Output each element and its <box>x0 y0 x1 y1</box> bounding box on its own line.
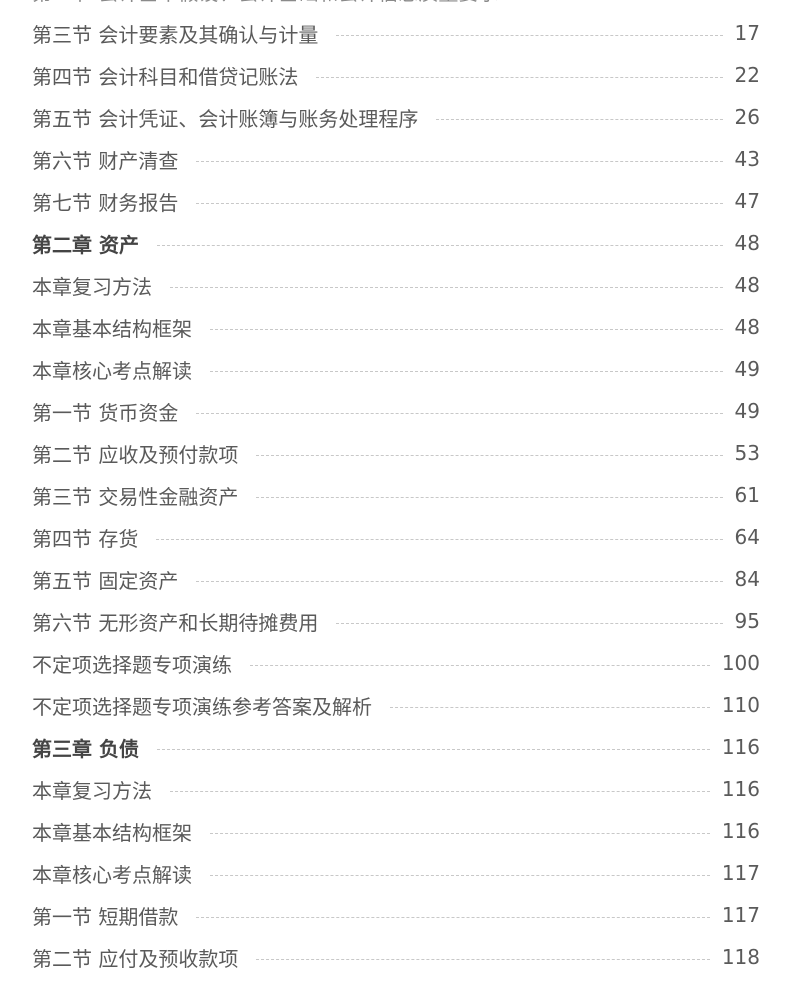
toc-entry-title: 第六节 财产清查 <box>32 148 179 173</box>
toc-entry-title: 第一节 货币资金 <box>32 400 179 425</box>
toc-entry-title: 第七节 财务报告 <box>32 190 179 215</box>
toc-entry-title: 第二节 应收及预付款项 <box>32 442 239 467</box>
dotted-leader <box>256 958 710 960</box>
toc-entry-title: 本章核心考点解读 <box>32 358 192 383</box>
dotted-leader <box>156 538 723 540</box>
toc-entry[interactable]: 本章核心考点解读 49 <box>32 348 760 390</box>
dotted-leader <box>256 454 723 456</box>
toc-entry[interactable]: 第三节 交易性金融资产 61 <box>32 474 760 516</box>
toc-entry-title: 不定项选择题专项演练 <box>32 652 232 677</box>
toc-entry-title: 本章复习方法 <box>32 274 152 299</box>
dotted-leader <box>196 160 723 162</box>
dotted-leader <box>436 118 723 120</box>
toc-entry-title: 第二节 应付及预收款项 <box>32 946 239 971</box>
toc-entry-title: 本章核心考点解读 <box>32 862 192 887</box>
dotted-leader <box>210 328 723 330</box>
dotted-leader <box>196 916 710 918</box>
toc-entry-page: 48 <box>734 231 760 255</box>
toc-entry-page: 118 <box>721 945 760 969</box>
toc-entry[interactable]: 第二节 应收及预付款项 53 <box>32 432 760 474</box>
toc-entry[interactable]: 第六节 无形资产和长期待摊费用 95 <box>32 600 760 642</box>
toc-entry[interactable]: 第四节 会计科目和借贷记账法 22 <box>32 54 760 96</box>
toc-entry-page: 117 <box>721 903 760 927</box>
dotted-leader <box>210 874 710 876</box>
toc-entry-title: 第二节 会计基本假设、会计基础和会计信息质量要求 <box>32 0 498 6</box>
toc-entry[interactable]: 第一节 短期借款 117 <box>32 894 760 936</box>
dotted-leader <box>336 34 723 36</box>
toc-entry[interactable]: 本章基本结构框架 48 <box>32 306 760 348</box>
toc-entry[interactable]: 不定项选择题专项演练参考答案及解析 110 <box>32 684 760 726</box>
toc-entry[interactable]: 第三节 会计要素及其确认与计量 17 <box>32 12 760 54</box>
toc-entry[interactable]: 本章复习方法 48 <box>32 264 760 306</box>
dotted-leader <box>390 706 710 708</box>
toc-entry[interactable]: 本章核心考点解读 117 <box>32 852 760 894</box>
toc-entry-title: 第四节 存货 <box>32 526 139 551</box>
toc-entry[interactable]: 第四节 存货 64 <box>32 516 760 558</box>
toc-entry[interactable]: 第一节 货币资金 49 <box>32 390 760 432</box>
toc-entry-page: 95 <box>734 609 760 633</box>
toc-chapter-entry[interactable]: 第二章 资产 48 <box>32 222 760 264</box>
toc-entry-page: 61 <box>734 483 760 507</box>
toc-entry-page: 43 <box>734 147 760 171</box>
dotted-leader <box>336 622 723 624</box>
toc-entry-page: 64 <box>734 525 760 549</box>
dotted-leader <box>256 496 723 498</box>
toc-entry-title: 本章基本结构框架 <box>32 820 192 845</box>
dotted-leader <box>196 412 723 414</box>
toc-entry[interactable]: 第五节 会计凭证、会计账簿与账务处理程序 26 <box>32 96 760 138</box>
toc-entry-title: 第六节 无形资产和长期待摊费用 <box>32 610 319 635</box>
toc-entry[interactable]: 不定项选择题专项演练 100 <box>32 642 760 684</box>
toc-entry-page: 100 <box>721 651 760 675</box>
dotted-leader <box>156 748 710 750</box>
dotted-leader <box>196 580 723 582</box>
toc-entry-title: 本章复习方法 <box>32 778 152 803</box>
toc-entry[interactable]: 第七节 财务报告 47 <box>32 180 760 222</box>
dotted-leader <box>316 76 723 78</box>
toc-entry-title: 第三节 会计要素及其确认与计量 <box>32 22 319 47</box>
toc-entry[interactable]: 第六节 财产清查 43 <box>32 138 760 180</box>
table-of-contents: 第二节 会计基本假设、会计基础和会计信息质量要求第三节 会计要素及其确认与计量 1… <box>32 0 760 978</box>
toc-entry-title: 第五节 会计凭证、会计账簿与账务处理程序 <box>32 106 419 131</box>
toc-entry[interactable]: 第二节 应付及预收款项 118 <box>32 936 760 978</box>
toc-chapter-entry[interactable]: 第三章 负债 116 <box>32 726 760 768</box>
toc-entry-page: 22 <box>734 63 760 87</box>
dotted-leader <box>170 286 723 288</box>
toc-entry-page: 84 <box>734 567 760 591</box>
toc-entry-page: 116 <box>721 819 760 843</box>
toc-entry[interactable]: 本章复习方法 116 <box>32 768 760 810</box>
toc-entry[interactable]: 第二节 会计基本假设、会计基础和会计信息质量要求 <box>32 0 760 12</box>
dotted-leader <box>170 790 710 792</box>
toc-entry-page: 110 <box>721 693 760 717</box>
dotted-leader <box>196 202 723 204</box>
dotted-leader <box>210 370 723 372</box>
toc-entry-title: 本章基本结构框架 <box>32 316 192 341</box>
dotted-leader <box>250 664 710 666</box>
dotted-leader <box>210 832 710 834</box>
toc-entry-page: 17 <box>734 21 760 45</box>
toc-entry-title: 第四节 会计科目和借贷记账法 <box>32 64 299 89</box>
toc-entry-title: 第三章 负债 <box>32 736 139 761</box>
toc-entry-page: 48 <box>734 273 760 297</box>
toc-entry-title: 第一节 短期借款 <box>32 904 179 929</box>
toc-entry-title: 不定项选择题专项演练参考答案及解析 <box>32 694 372 719</box>
toc-entry-page: 47 <box>734 189 760 213</box>
toc-entry-page: 116 <box>721 735 760 759</box>
toc-entry[interactable]: 本章基本结构框架 116 <box>32 810 760 852</box>
dotted-leader <box>156 244 723 246</box>
toc-entry-page: 26 <box>734 105 760 129</box>
toc-entry-page: 49 <box>734 399 760 423</box>
toc-entry-title: 第三节 交易性金融资产 <box>32 484 239 509</box>
toc-entry[interactable]: 第五节 固定资产 84 <box>32 558 760 600</box>
toc-entry-page: 117 <box>721 861 760 885</box>
toc-entry-title: 第五节 固定资产 <box>32 568 179 593</box>
toc-entry-page: 116 <box>721 777 760 801</box>
toc-entry-page: 49 <box>734 357 760 381</box>
toc-entry-page: 53 <box>734 441 760 465</box>
toc-entry-page: 48 <box>734 315 760 339</box>
toc-entry-title: 第二章 资产 <box>32 232 139 257</box>
